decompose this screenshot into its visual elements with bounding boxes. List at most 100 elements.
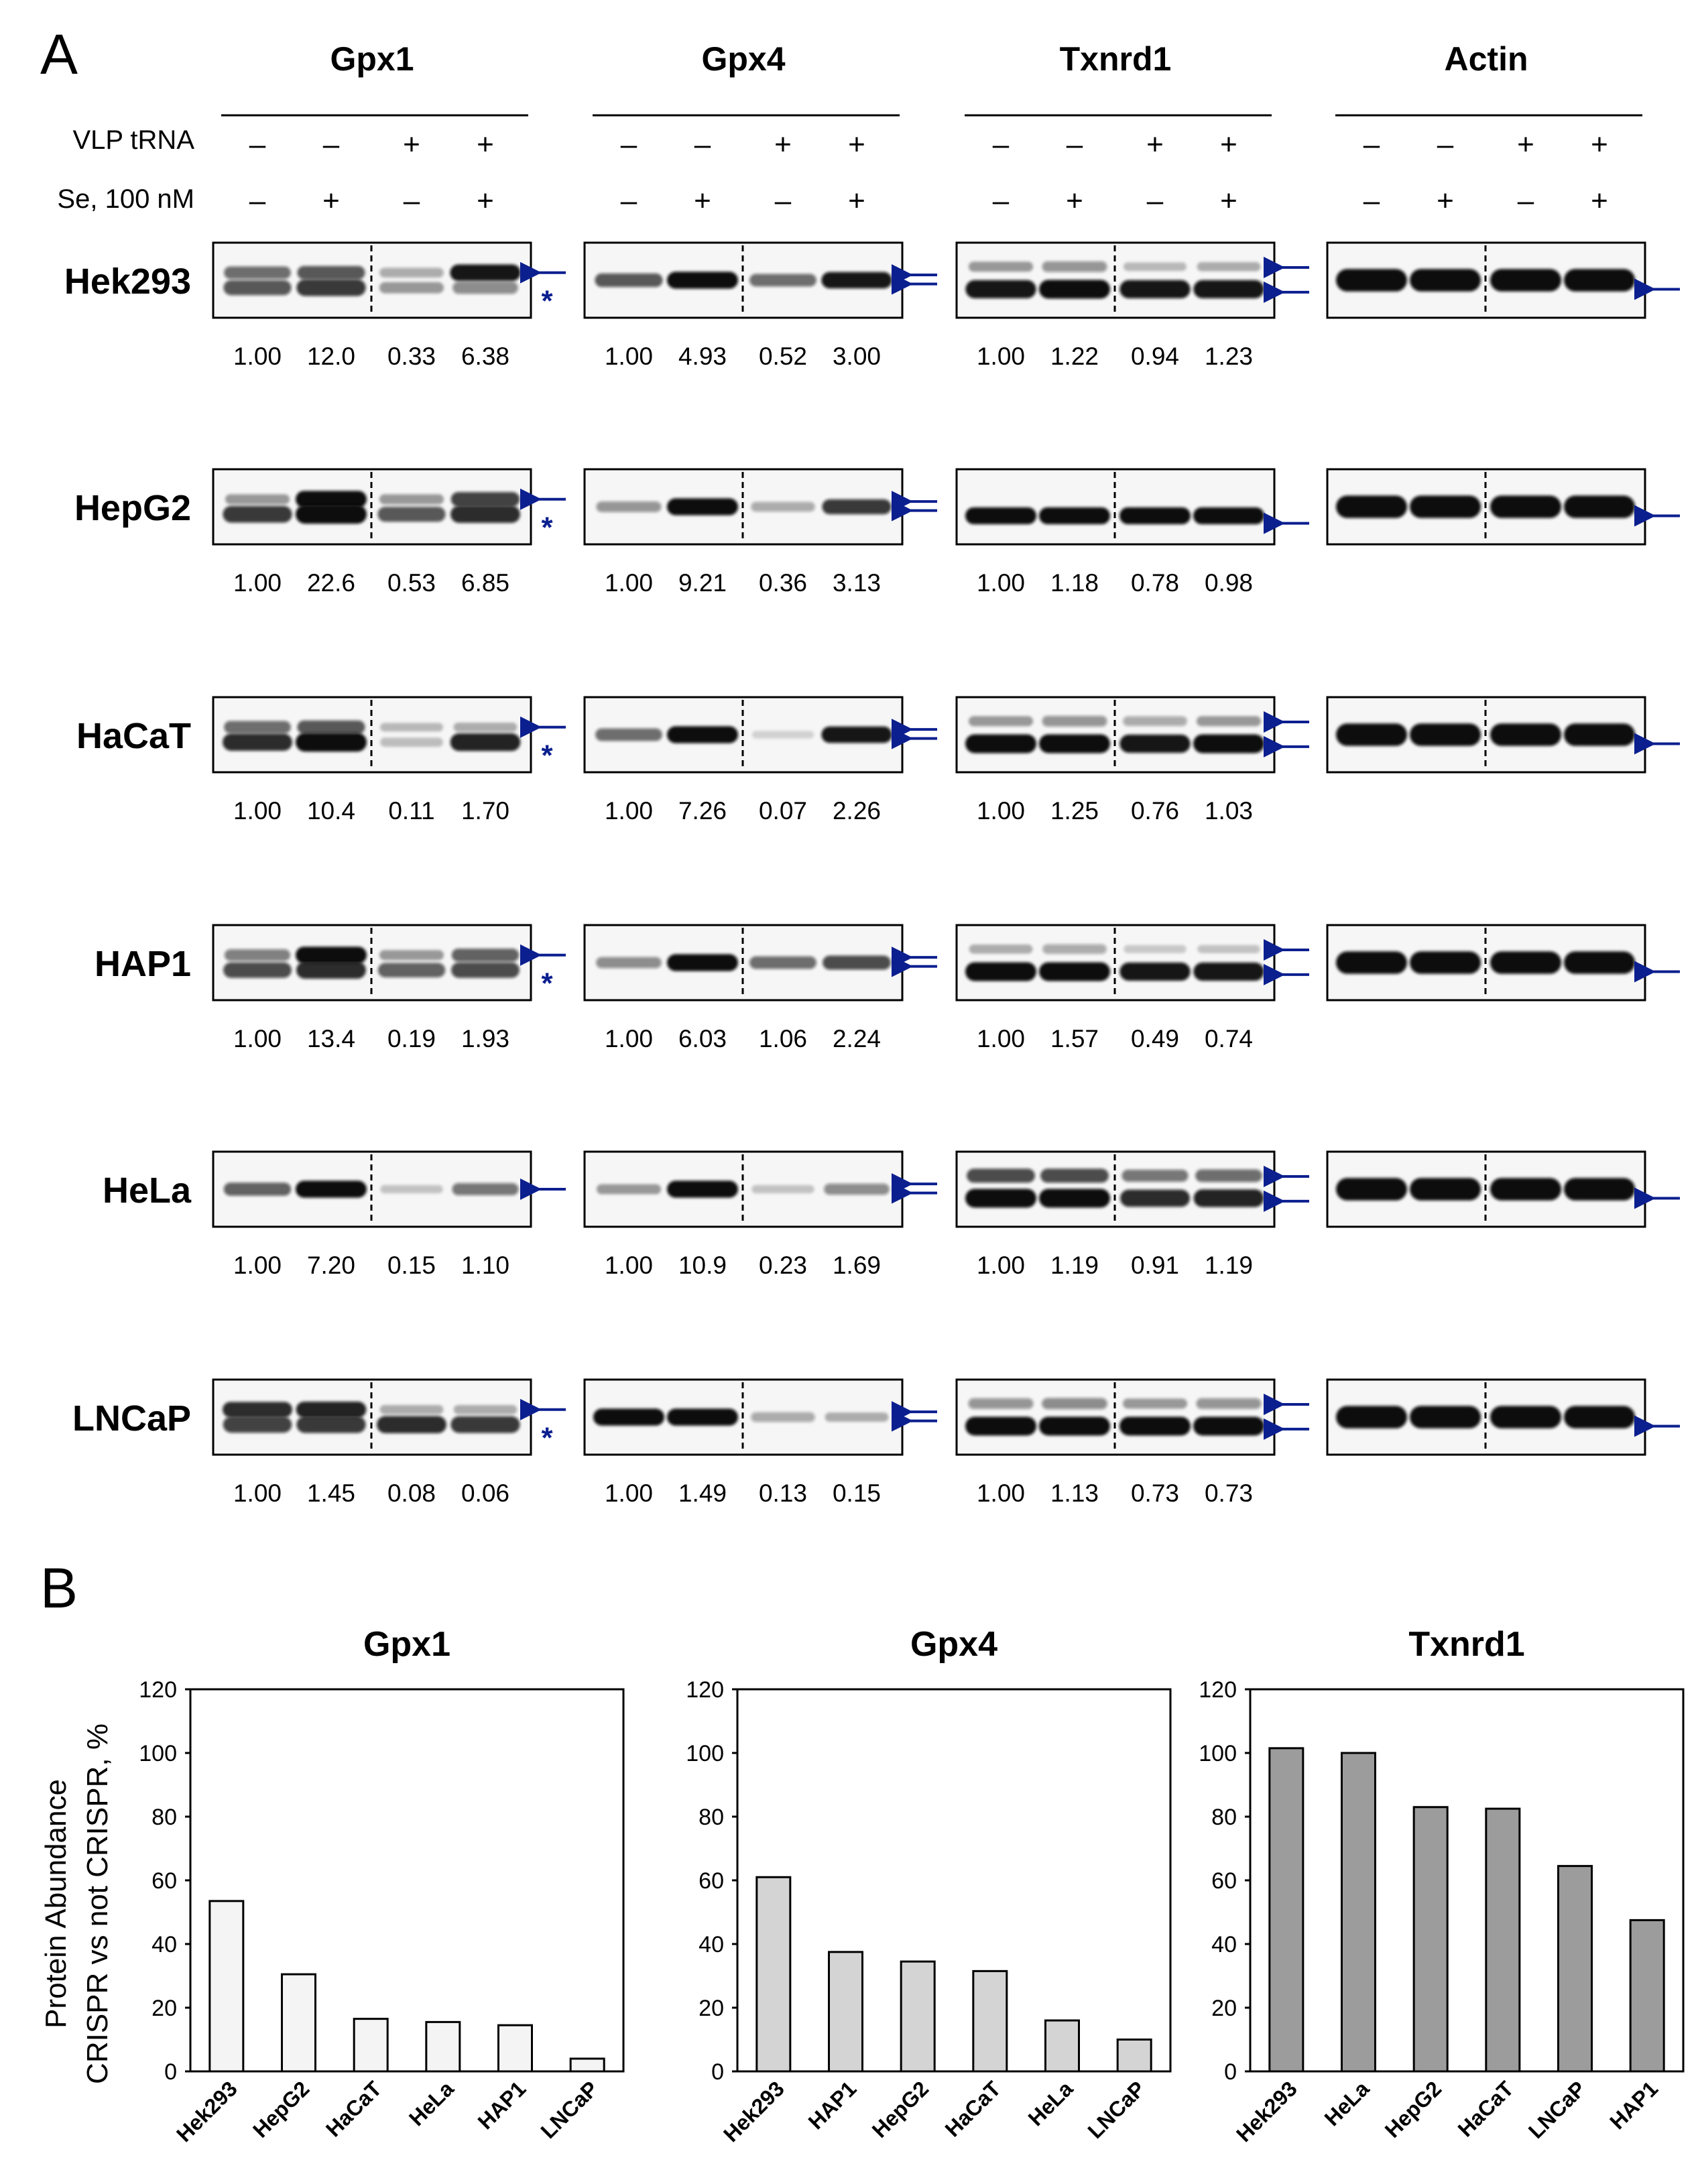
blot-band bbox=[223, 1416, 292, 1433]
quant-value: 3.13 bbox=[833, 569, 881, 597]
quant-value: 1.93 bbox=[461, 1025, 509, 1052]
se-sign: + bbox=[1066, 184, 1083, 217]
x-category-label: HaCaT bbox=[941, 2076, 1006, 2141]
x-category-label: HepG2 bbox=[1380, 2076, 1446, 2142]
y-tick-label: 100 bbox=[139, 1741, 177, 1766]
se-sign: – bbox=[1518, 184, 1534, 217]
blot-lncap-gpx4 bbox=[583, 1378, 937, 1456]
se-sign: – bbox=[775, 184, 792, 217]
y-tick-label: 0 bbox=[1224, 2059, 1237, 2085]
blot-band bbox=[1193, 1189, 1264, 1207]
quant-value: 0.13 bbox=[759, 1479, 807, 1507]
se-sign: – bbox=[1147, 184, 1164, 217]
bar bbox=[828, 1951, 863, 2073]
y-tick-label: 20 bbox=[151, 1996, 177, 2021]
blot-band bbox=[451, 949, 520, 962]
blot-band bbox=[296, 491, 367, 508]
bar bbox=[425, 2020, 461, 2073]
blot-band bbox=[297, 720, 365, 734]
blot-hek293-txnrd1 bbox=[955, 241, 1309, 319]
blot-band bbox=[296, 505, 367, 524]
se-sign: + bbox=[848, 184, 865, 217]
quant-value: 1.00 bbox=[977, 343, 1025, 370]
chart-title: Gpx1 bbox=[363, 1625, 450, 1664]
blot-band bbox=[380, 737, 443, 747]
blot-band bbox=[1193, 734, 1264, 753]
blot-band bbox=[1410, 951, 1481, 974]
x-category-label: HeLa bbox=[404, 2076, 459, 2130]
blot-band bbox=[1336, 269, 1407, 292]
quant-value: 1.45 bbox=[307, 1479, 355, 1507]
blot-band bbox=[379, 267, 444, 278]
blot-hacat-gpx4 bbox=[583, 696, 937, 774]
blot-hap1-txnrd1 bbox=[955, 924, 1309, 1002]
blot-hap1-actin bbox=[1326, 924, 1680, 1002]
quant-value: 9.21 bbox=[678, 569, 727, 597]
y-axis-label-line-1: Protein Abundance bbox=[40, 1779, 72, 2028]
vlp-sign: + bbox=[1591, 128, 1608, 161]
cell-line-label-hela: HeLa bbox=[103, 1170, 192, 1211]
blot-band bbox=[1193, 507, 1264, 525]
blot-band bbox=[296, 279, 366, 296]
blot-lncap-txnrd1 bbox=[955, 1378, 1309, 1456]
quant-value: 10.4 bbox=[307, 797, 355, 825]
x-category-label: HepG2 bbox=[867, 2076, 933, 2142]
quant-value: 1.19 bbox=[1205, 1252, 1253, 1279]
quant-value: 13.4 bbox=[307, 1025, 355, 1052]
quant-value: 0.91 bbox=[1131, 1252, 1179, 1279]
vlp-sign: + bbox=[1146, 128, 1164, 161]
blot-band bbox=[596, 957, 662, 969]
quant-value: 6.38 bbox=[461, 343, 509, 370]
panel-a: A VLP tRNA Se, 100 nM Gpx1 – – – + + – + + Gpx4 – –… bbox=[40, 23, 1680, 1507]
se-sign: – bbox=[621, 184, 638, 217]
bar bbox=[1557, 1865, 1593, 2073]
blot-band bbox=[595, 273, 663, 288]
blot-band bbox=[1195, 1169, 1262, 1182]
nonspecific-band-asterisk: * bbox=[541, 739, 553, 772]
bar-chart-txnrd1: Txnrd1 0 20 40 60 80 100 120 Hek293 HeLa HepG2 HaCa… bbox=[1199, 1625, 1685, 2146]
blot-hela-actin bbox=[1326, 1150, 1680, 1228]
blot-band bbox=[1042, 944, 1107, 955]
blot-band bbox=[1121, 1169, 1189, 1182]
blot-band bbox=[965, 1416, 1036, 1436]
blot-band bbox=[1039, 1189, 1110, 1208]
vlp-sign: + bbox=[848, 128, 865, 161]
quant-value: 0.73 bbox=[1205, 1479, 1253, 1507]
quant-value: 7.26 bbox=[678, 797, 727, 825]
se-sign: – bbox=[1363, 184, 1380, 217]
quant-value: 1.00 bbox=[605, 569, 653, 597]
blot-band bbox=[1336, 495, 1407, 518]
vlp-sign: – bbox=[323, 128, 340, 161]
blot-band bbox=[667, 1180, 738, 1198]
blot-band bbox=[379, 950, 444, 961]
x-category-label: Hek293 bbox=[1231, 2076, 1302, 2146]
quant-value: 1.00 bbox=[233, 1479, 282, 1507]
protein-title-txnrd1: Txnrd1 bbox=[1060, 40, 1172, 78]
quant-value: 0.33 bbox=[387, 343, 436, 370]
bar bbox=[1044, 2019, 1080, 2073]
plot-area-frame bbox=[736, 1688, 1172, 2073]
blot-band bbox=[1193, 1416, 1264, 1436]
blot-band bbox=[965, 280, 1036, 299]
y-tick-label: 40 bbox=[699, 1932, 724, 1957]
quant-value: 1.19 bbox=[1050, 1252, 1099, 1279]
quant-value: 0.52 bbox=[759, 343, 807, 370]
se-sign: + bbox=[1220, 184, 1237, 217]
blot-band bbox=[1564, 951, 1635, 974]
blot-hek293-gpx1: * bbox=[212, 241, 566, 319]
quant-value: 1.00 bbox=[233, 1252, 282, 1279]
quant-value: 0.07 bbox=[759, 797, 807, 825]
quant-value: 1.00 bbox=[977, 797, 1025, 825]
quant-value: 1.25 bbox=[1050, 797, 1099, 825]
y-tick-label: 40 bbox=[1211, 1932, 1237, 1957]
y-tick-label: 60 bbox=[151, 1868, 177, 1894]
vlp-sign: + bbox=[1220, 128, 1237, 161]
blot-lncap-gpx1: * bbox=[212, 1378, 566, 1456]
blot-band bbox=[751, 501, 815, 512]
bar bbox=[1341, 1752, 1376, 2073]
y-tick-label: 0 bbox=[711, 2059, 724, 2085]
blot-band bbox=[1119, 507, 1191, 525]
blot-band bbox=[751, 1412, 815, 1422]
quant-value: 1.00 bbox=[605, 343, 653, 370]
